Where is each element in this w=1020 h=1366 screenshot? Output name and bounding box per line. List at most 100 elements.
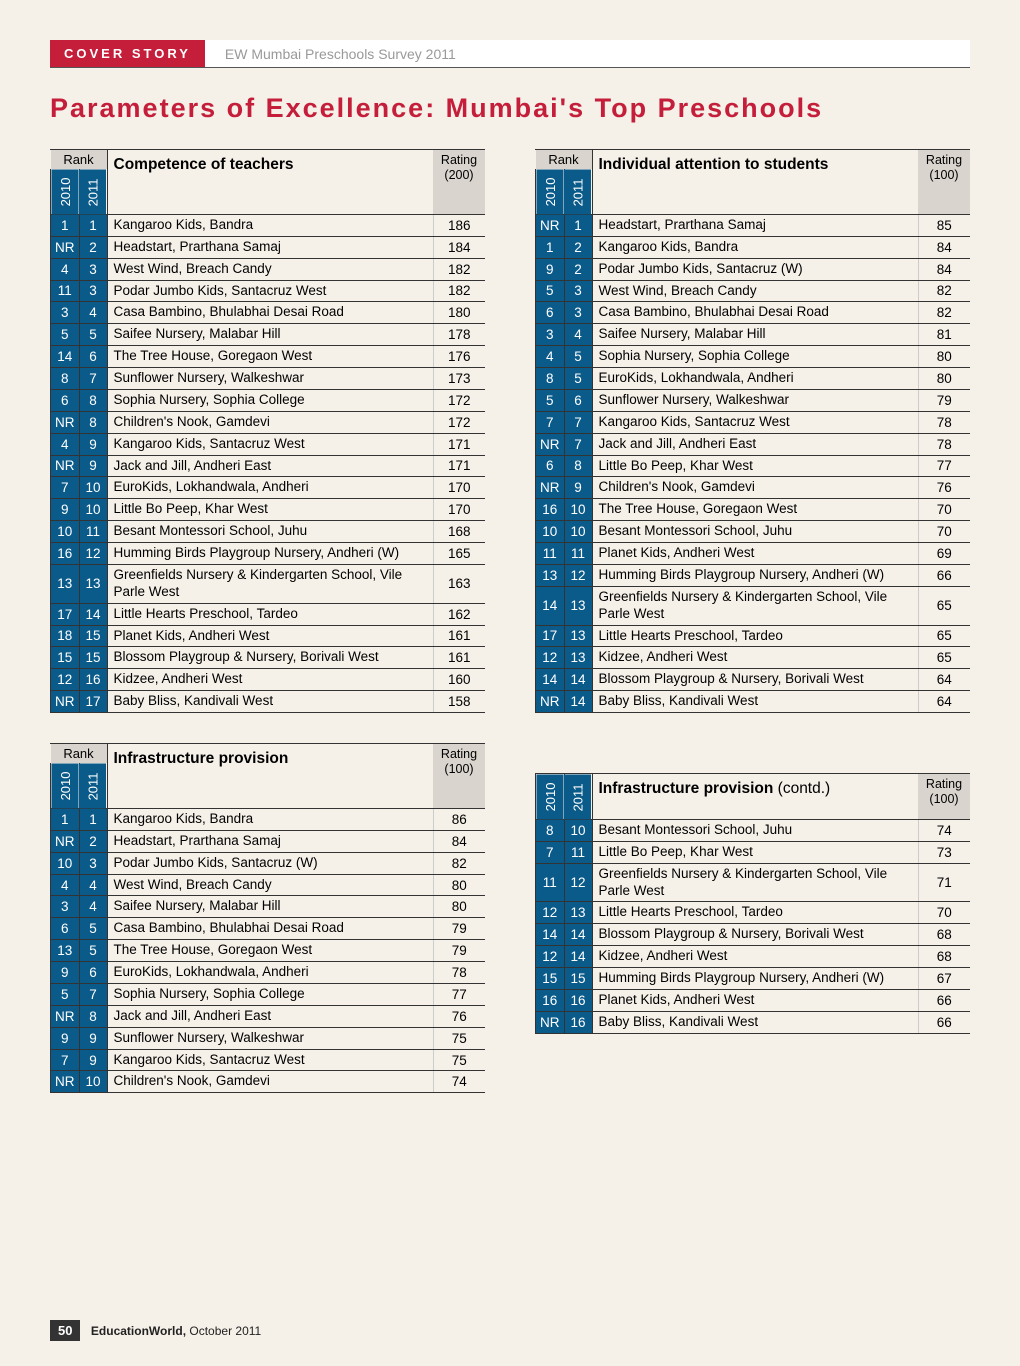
school-name: Sunflower Nursery, Walkeshwar [107,1027,433,1049]
school-name: Blossom Playgroup & Nursery, Borivali We… [592,924,918,946]
school-name: Besant Montessori School, Juhu [592,521,918,543]
rank-2011: 5 [79,324,107,346]
table-row: 68Little Bo Peep, Khar West77 [536,455,971,477]
rank-2011: 11 [564,841,592,863]
table-row: 103Podar Jumbo Kids, Santacruz (W)82 [51,852,486,874]
rating-value: 80 [918,368,970,390]
school-name: Little Hearts Preschool, Tardeo [592,625,918,647]
rank-2011: 13 [564,902,592,924]
rank-2011: 13 [564,586,592,625]
rank-2010: 15 [51,647,80,669]
school-name: Besant Montessori School, Juhu [107,521,433,543]
school-name: EuroKids, Lokhandwala, Andheri [107,962,433,984]
table-row: 87Sunflower Nursery, Walkeshwar173 [51,368,486,390]
rank-2010: 9 [51,1027,80,1049]
rank-2010: 12 [536,647,565,669]
rank-2011: 16 [564,1011,592,1033]
school-name: Blossom Playgroup & Nursery, Borivali We… [107,647,433,669]
rank-2011: 12 [564,564,592,586]
table-row: 146The Tree House, Goregaon West176 [51,346,486,368]
year-2010: 2010 [536,169,565,214]
school-name: Kangaroo Kids, Bandra [592,236,918,258]
rating-value: 64 [918,669,970,691]
rank-2011: 2 [79,830,107,852]
rank-2011: 5 [79,918,107,940]
rank-2010: 7 [536,411,565,433]
rank-2010: 10 [51,852,80,874]
rank-header: Rank [51,150,108,169]
rank-2010: NR [51,236,80,258]
table-row: NR1Headstart, Prarthana Samaj85 [536,214,971,236]
school-name: Planet Kids, Andheri West [592,543,918,565]
table-row: 49Kangaroo Kids, Santacruz West171 [51,433,486,455]
page-number: 50 [50,1320,80,1341]
rating-value: 68 [918,946,970,968]
rank-2010: 6 [51,389,80,411]
rank-2011: 7 [564,411,592,433]
rating-value: 65 [918,586,970,625]
table-row: 1111Planet Kids, Andheri West69 [536,543,971,565]
rank-2010: 3 [51,896,80,918]
table-row: NR8Jack and Jill, Andheri East76 [51,1005,486,1027]
table-row: 1413Greenfields Nursery & Kindergarten S… [536,586,971,625]
rank-2010: 9 [51,499,80,521]
rank-2011: 9 [79,455,107,477]
rating-value: 84 [918,236,970,258]
school-name: Little Bo Peep, Khar West [592,841,918,863]
rating-value: 64 [918,691,970,713]
rank-2010: 16 [51,543,80,565]
table-row: 65Casa Bambino, Bhulabhai Desai Road79 [51,918,486,940]
rating-value: 80 [433,874,485,896]
rating-value: 74 [433,1071,485,1093]
rank-2010: 5 [51,983,80,1005]
rank-2011: 8 [79,411,107,433]
table-row: 1815Planet Kids, Andheri West161 [51,625,486,647]
rank-2011: 3 [79,852,107,874]
rating-value: 182 [433,258,485,280]
rank-2010: 9 [536,258,565,280]
rank-2010: NR [536,214,565,236]
school-name: Children's Nook, Gamdevi [592,477,918,499]
table-row: NR10Children's Nook, Gamdevi74 [51,1071,486,1093]
rank-2010: 7 [51,477,80,499]
rank-2010: 10 [536,521,565,543]
school-name: Podar Jumbo Kids, Santacruz (W) [107,852,433,874]
school-name: West Wind, Breach Candy [107,258,433,280]
rating-value: 162 [433,603,485,625]
table-row: 34Casa Bambino, Bhulabhai Desai Road180 [51,302,486,324]
rank-2010: 3 [51,302,80,324]
rank-2011: 10 [79,1071,107,1093]
school-name: Kidzee, Andheri West [592,647,918,669]
rating-value: 84 [918,258,970,280]
school-name: EuroKids, Lokhandwala, Andheri [592,368,918,390]
ranking-table: Infrastructure provision (contd.)Rating … [535,774,970,1034]
rating-value: 171 [433,433,485,455]
table-row: 1213Little Hearts Preschool, Tardeo70 [536,902,971,924]
rank-2010: 7 [536,841,565,863]
rank-2010: 13 [51,564,80,603]
rank-2011: 8 [79,389,107,411]
rank-2010: 6 [536,455,565,477]
rating-value: 163 [433,564,485,603]
table-infra-a: RankInfrastructure provisionRating (100)… [50,743,485,1093]
rating-value: 82 [918,280,970,302]
school-name: Humming Birds Playgroup Nursery, Andheri… [592,968,918,990]
rating-value: 79 [433,940,485,962]
school-name: Baby Bliss, Kandivali West [592,1011,918,1033]
rank-2010: 14 [536,924,565,946]
school-name: Little Hearts Preschool, Tardeo [107,603,433,625]
rating-value: 74 [918,819,970,841]
school-name: Baby Bliss, Kandivali West [592,691,918,713]
year-2010: 2010 [51,763,80,808]
rank-2011: 6 [564,389,592,411]
rank-2010: NR [51,411,80,433]
table-row: 63Casa Bambino, Bhulabhai Desai Road82 [536,302,971,324]
rating-value: 78 [918,433,970,455]
table-row: 92Podar Jumbo Kids, Santacruz (W)84 [536,258,971,280]
school-name: Greenfields Nursery & Kindergarten Schoo… [592,863,918,902]
year-2010: 2010 [51,169,80,214]
rank-2011: 14 [79,603,107,625]
school-name: Besant Montessori School, Juhu [592,819,918,841]
footer: 50 EducationWorld, October 2011 [50,1320,261,1341]
table-row: 113Podar Jumbo Kids, Santacruz West182 [51,280,486,302]
